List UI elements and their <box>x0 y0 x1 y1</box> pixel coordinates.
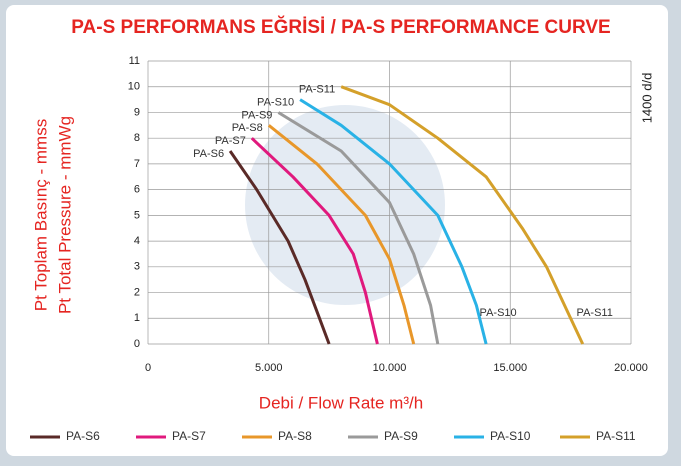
x-tick-label: 20.000 <box>614 362 648 374</box>
y2-axis-label: 1400 d/d <box>639 73 654 124</box>
y-tick-label: 4 <box>134 235 140 247</box>
curve-label: PA-S9 <box>241 109 272 121</box>
curve <box>228 150 331 345</box>
y-tick-label: 8 <box>134 132 140 144</box>
legend-label: PA-S10 <box>490 429 531 443</box>
curve <box>277 111 440 345</box>
curve-end-label: PA-S10 <box>480 307 517 319</box>
legend-label: PA-S7 <box>172 429 206 443</box>
curve <box>250 137 379 345</box>
curve-end-label: PA-S11 <box>577 307 613 319</box>
legend-label: PA-S6 <box>66 429 100 443</box>
x-tick-label: 10.000 <box>373 362 407 374</box>
curve-label: PA-S10 <box>257 96 294 108</box>
y-tick-label: 9 <box>134 106 140 118</box>
y-tick-label: 11 <box>129 55 140 67</box>
legend-label: PA-S8 <box>278 429 312 443</box>
watermark <box>245 105 445 305</box>
curve-label: PA-S8 <box>232 122 263 134</box>
y-tick-label: 2 <box>134 286 140 298</box>
curve-label: PA-S11 <box>299 84 335 96</box>
curve <box>299 98 488 345</box>
y-tick-label: 3 <box>134 261 140 273</box>
x-tick-label: 5.000 <box>255 362 283 374</box>
legend-label: PA-S9 <box>384 429 418 443</box>
y-tick-label: 6 <box>134 184 140 196</box>
y-tick-label: 5 <box>134 209 140 221</box>
curve-label: PA-S7 <box>215 135 246 147</box>
curve <box>267 124 416 345</box>
y-tick-label: 7 <box>134 158 140 170</box>
curve-label: PA-S6 <box>193 148 224 160</box>
x-tick-label: 0 <box>145 362 151 374</box>
legend-label: PA-S11 <box>596 429 636 443</box>
y-axis-label: Pt Total Pressure - mmWg <box>55 116 74 314</box>
y-tick-label: 10 <box>128 81 140 93</box>
y-tick-label: 0 <box>134 338 140 350</box>
x-tick-label: 15.000 <box>493 362 527 374</box>
curve <box>340 85 585 345</box>
y-axis-label: Pt Toplam Basınç - mmss <box>31 119 50 311</box>
y-tick-label: 1 <box>134 312 140 324</box>
chart-title: PA-S PERFORMANS EĞRİSİ / PA-S PERFORMANC… <box>71 16 610 38</box>
x-axis-label: Debi / Flow Rate m³/h <box>259 393 423 412</box>
